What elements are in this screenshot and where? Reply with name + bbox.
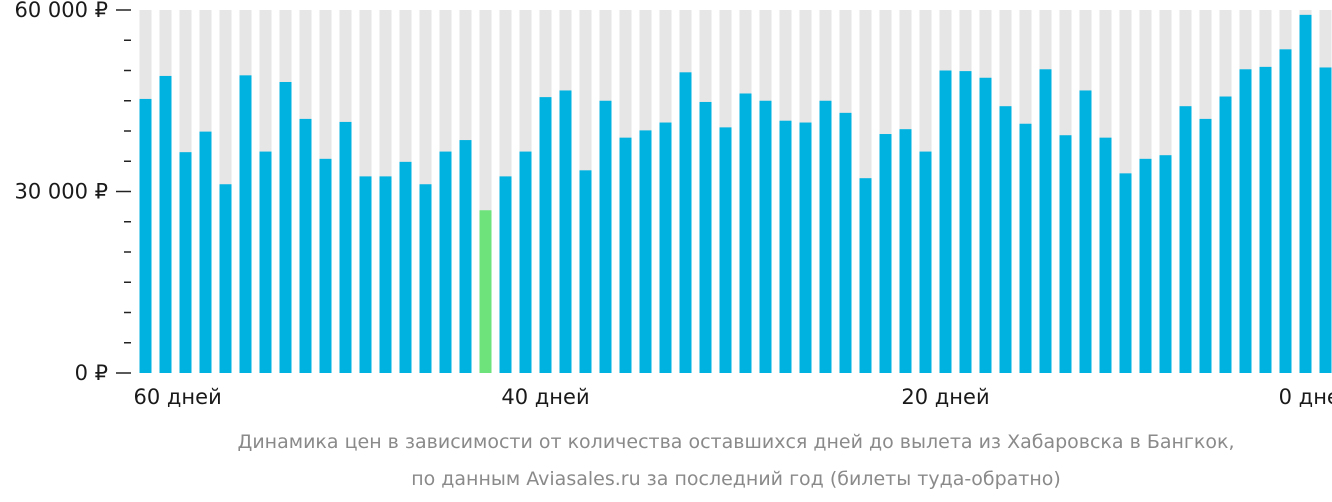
bar: [1059, 135, 1072, 373]
bar: [259, 151, 272, 373]
bar: [279, 81, 292, 374]
bar: [539, 97, 552, 374]
bar: [979, 77, 992, 373]
bar: [739, 93, 752, 374]
bar: [1079, 90, 1092, 373]
bar: [579, 170, 592, 373]
bar: [839, 112, 852, 373]
bar: [379, 176, 392, 373]
x-tick-label: 0 дней: [1279, 385, 1332, 409]
bar: [1199, 118, 1212, 374]
bar: [1099, 137, 1112, 373]
bar: [219, 184, 232, 373]
bar: [439, 151, 452, 373]
bar: [319, 158, 332, 373]
chart-caption-line-1: Динамика цен в зависимости от количества…: [237, 431, 1235, 453]
bar: [159, 75, 172, 373]
bar: [699, 101, 712, 374]
bar: [919, 151, 932, 373]
y-tick-label: 30 000 ₽: [14, 180, 108, 204]
bar: [859, 178, 872, 373]
bar: [139, 98, 152, 373]
bar: [779, 120, 792, 373]
bar: [339, 121, 352, 373]
bar: [639, 130, 652, 373]
bar: [1039, 69, 1052, 373]
bar: [1259, 66, 1272, 374]
bar: [759, 100, 772, 373]
price-dynamics-chart: 0 ₽ 30 000 ₽ 60 000 ₽ 60 дней 40 дней 20 дне…: [14, 0, 1332, 409]
bar: [879, 134, 892, 373]
bar: [959, 71, 972, 373]
bar: [459, 140, 472, 373]
bar: [719, 127, 732, 374]
bar: [1239, 69, 1252, 373]
bar: [599, 100, 612, 373]
bar: [179, 152, 192, 373]
bar: [299, 118, 312, 374]
bar: [1119, 173, 1132, 373]
bar: [199, 131, 212, 373]
bar-tracks: [139, 10, 1332, 373]
bar: [659, 122, 672, 373]
bar: [899, 129, 912, 373]
x-tick-label: 40 дней: [501, 385, 589, 409]
bar: [1179, 106, 1192, 373]
bar: [819, 100, 832, 373]
bar: [559, 90, 572, 373]
bar: [1299, 14, 1312, 374]
bar: [1019, 123, 1032, 374]
y-axis: 0 ₽ 30 000 ₽ 60 000 ₽: [14, 0, 131, 385]
bar: [799, 122, 812, 373]
bar-cheapest: [479, 210, 492, 373]
y-tick-label: 0 ₽: [75, 361, 108, 385]
x-tick-label: 20 дней: [901, 385, 989, 409]
bar: [359, 176, 372, 373]
bar: [999, 106, 1012, 373]
x-axis: 60 дней 40 дней 20 дней 0 дней: [134, 385, 1332, 409]
bar: [1139, 158, 1152, 373]
bar: [419, 184, 432, 373]
x-tick-label: 60 дней: [134, 385, 222, 409]
chart-caption-line-2: по данным Aviasales.ru за последний год …: [411, 468, 1061, 490]
bar: [519, 151, 532, 373]
bar: [1319, 67, 1332, 373]
y-tick-label: 60 000 ₽: [14, 0, 108, 22]
bar: [679, 72, 692, 373]
bars: [139, 14, 1332, 374]
bar: [1219, 96, 1232, 373]
bar: [619, 137, 632, 373]
bar: [239, 75, 252, 373]
bar: [399, 161, 412, 373]
bar: [499, 176, 512, 373]
bar: [1279, 49, 1292, 373]
bar: [1159, 155, 1172, 373]
bar: [939, 70, 952, 373]
